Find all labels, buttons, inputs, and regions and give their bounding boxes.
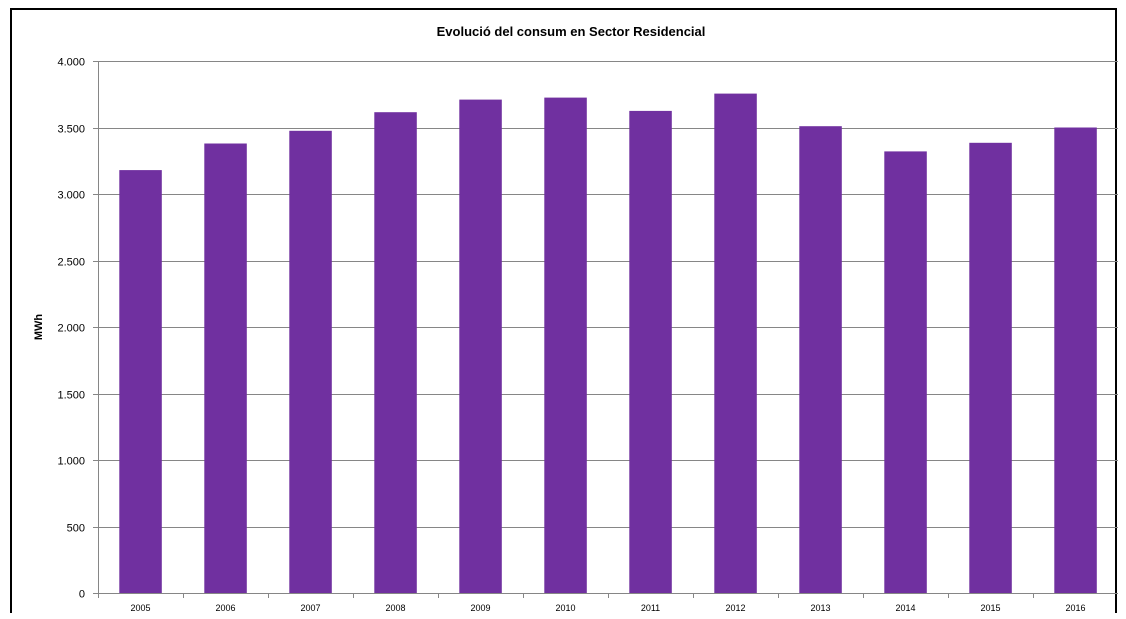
bar-2014 xyxy=(884,151,927,593)
y-tick-label: 3.500 xyxy=(57,124,85,136)
y-tick-label: 4.000 xyxy=(57,57,85,69)
x-tick-label: 2011 xyxy=(641,603,660,613)
bar-2015 xyxy=(969,142,1012,594)
y-tick-label: 3.000 xyxy=(57,190,85,202)
bar-2011 xyxy=(629,110,672,594)
x-tick-label: 2013 xyxy=(810,603,830,613)
chart-title: Evolució del consum en Sector Residencia… xyxy=(437,24,706,39)
bar-2008 xyxy=(374,112,417,593)
bar-2012 xyxy=(714,93,757,593)
x-tick-label: 2016 xyxy=(1065,603,1085,613)
y-axis-tick-labels: 0 500 1.000 1.500 2.000 2.500 3.000 3.500 4.000 xyxy=(57,57,85,601)
bar-2006 xyxy=(204,143,247,593)
y-tick-label: 2.500 xyxy=(57,257,85,269)
x-tick-label: 2015 xyxy=(980,603,1000,613)
x-tick-label: 2012 xyxy=(725,603,745,613)
x-tick-label: 2010 xyxy=(555,603,575,613)
y-axis-label: MWh xyxy=(33,314,45,341)
bar-2005 xyxy=(119,170,162,593)
axes xyxy=(93,61,1118,598)
x-axis-tick-labels: 2005 2006 2007 2008 2009 2010 2011 2012 2013 2014… xyxy=(130,603,1085,613)
y-tick-label: 1.500 xyxy=(57,390,85,402)
x-tick-label: 2005 xyxy=(130,603,150,613)
x-tick-label: 2007 xyxy=(300,603,320,613)
x-tick-label: 2014 xyxy=(895,603,915,613)
y-tick-label: 2.000 xyxy=(57,323,85,335)
bar-2016 xyxy=(1054,127,1097,593)
chart-frame xyxy=(10,8,1117,613)
bar-2009 xyxy=(459,99,502,593)
bar-2013 xyxy=(799,126,842,593)
x-tick-label: 2008 xyxy=(385,603,405,613)
gridlines xyxy=(98,61,1118,528)
bar-2010 xyxy=(544,97,587,593)
y-tick-label: 0 xyxy=(79,589,85,601)
x-tick-label: 2009 xyxy=(470,603,490,613)
x-tick-label: 2006 xyxy=(215,603,235,613)
y-tick-label: 500 xyxy=(67,523,85,535)
bar-2007 xyxy=(289,130,332,594)
y-tick-label: 1.000 xyxy=(57,456,85,468)
bars xyxy=(119,93,1097,594)
